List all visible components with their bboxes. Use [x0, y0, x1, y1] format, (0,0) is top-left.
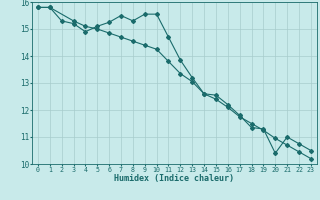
X-axis label: Humidex (Indice chaleur): Humidex (Indice chaleur) [115, 174, 234, 183]
